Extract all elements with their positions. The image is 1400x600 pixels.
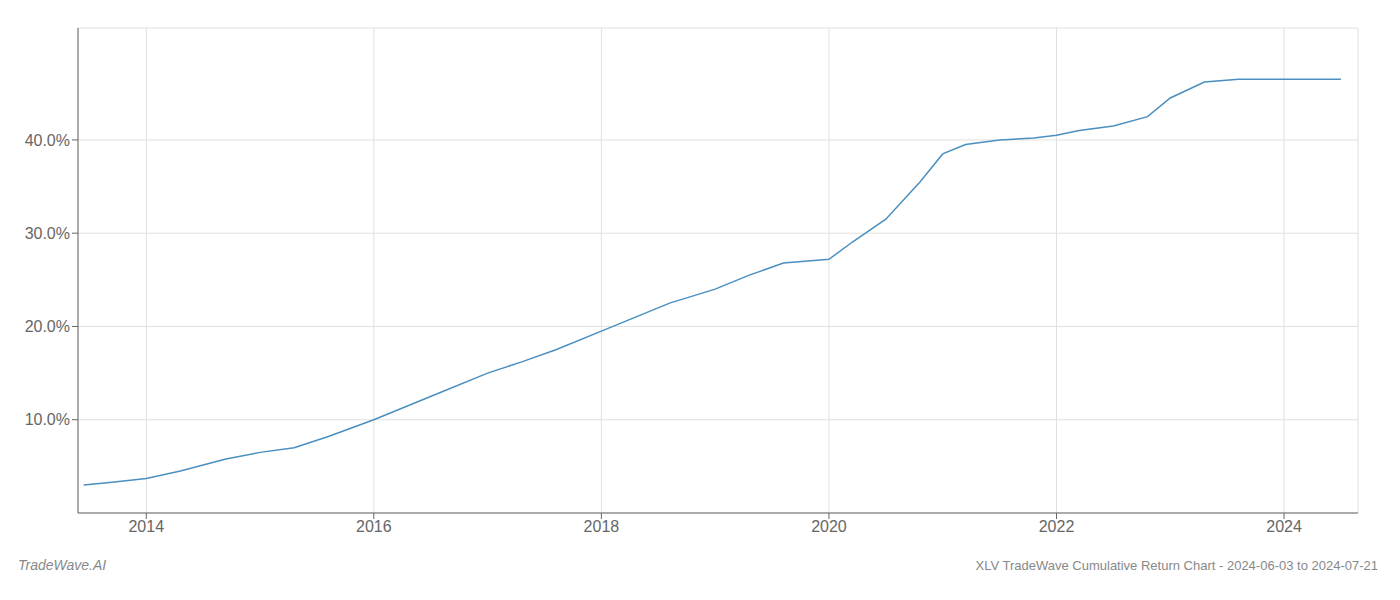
svg-text:2016: 2016	[356, 518, 392, 535]
svg-text:2018: 2018	[584, 518, 620, 535]
html-text:XLV TradeWave Cumulative Retur: XLV TradeWave Cumulative Return Chart - …	[975, 558, 1378, 573]
svg-text:30.0%: 30.0%	[25, 225, 70, 242]
html-text:TradeWave.AI: TradeWave.AI	[18, 557, 107, 573]
svg-text:2014: 2014	[128, 518, 164, 535]
svg-text:40.0%: 40.0%	[25, 132, 70, 149]
svg-text:2022: 2022	[1039, 518, 1075, 535]
svg-text:10.0%: 10.0%	[25, 411, 70, 428]
svg-text:2024: 2024	[1266, 518, 1302, 535]
svg-text:2020: 2020	[811, 518, 847, 535]
svg-text:20.0%: 20.0%	[25, 318, 70, 335]
